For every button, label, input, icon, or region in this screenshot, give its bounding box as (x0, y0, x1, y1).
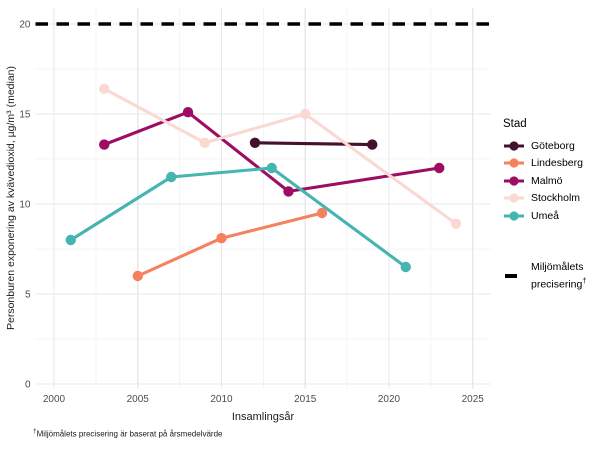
data-point-umea (266, 162, 277, 174)
data-point-malmo (434, 162, 445, 174)
x-axis-title: Insamlingsår (231, 411, 295, 423)
dash-glyph (505, 274, 517, 279)
legend-item-label: Lindesberg (531, 157, 583, 170)
data-point-lindesberg (132, 270, 143, 282)
data-point-stockholm (300, 108, 311, 120)
legend-key-icon-lindesberg (504, 158, 524, 168)
data-point-stockholm (450, 218, 462, 229)
chart-legend: Stad Göteborg Lindesberg Malmö Stockholm Ume… (503, 117, 583, 225)
legend-item-reference-line: Miljömålets precisering† (503, 261, 587, 292)
legend-key-icon-umea (504, 211, 524, 221)
series-line-stockholm (103, 87, 457, 226)
y-tick-label: 15 (19, 110, 31, 121)
series-line-lindesberg (137, 211, 323, 278)
y-tick-label: 5 (25, 290, 31, 301)
legend-item-label: Malmö (531, 174, 563, 187)
data-point-malmo (283, 186, 294, 197)
data-point-malmo (182, 107, 194, 118)
data-point-umea (166, 171, 177, 183)
legend-key-icon-stockholm (504, 193, 524, 203)
y-tick-label: 10 (19, 200, 31, 211)
dashed-line-key-icon (503, 274, 525, 279)
y-tick-label: 0 (25, 380, 31, 391)
x-tick-label: 2005 (127, 394, 150, 405)
data-point-malmo (99, 139, 110, 150)
legend-title: Stad (503, 118, 527, 130)
legend-item-label: Umeå (531, 209, 560, 222)
legend-item-stockholm: Stockholm (503, 190, 583, 208)
reference-line-label: Miljömålets precisering† (531, 261, 587, 292)
data-point-lindesberg (216, 233, 227, 244)
reference-label-dagger: † (582, 276, 587, 285)
data-point-lindesberg (316, 207, 328, 219)
reference-label-line1: Miljömålets (531, 261, 584, 273)
legend-item-label: Stockholm (531, 192, 581, 205)
y-tick-label: 20 (19, 20, 31, 31)
reference-label-line2: precisering (531, 278, 583, 291)
legend-item-malmo: Malmö (503, 172, 583, 190)
footnote-dagger: † (33, 428, 37, 435)
series-line-goteborg (254, 141, 373, 147)
data-point-goteborg (249, 137, 261, 148)
y-axis-title: Personburen exponering av kvävedioxid, µ… (5, 65, 17, 331)
legend-item-label: Göteborg (531, 139, 575, 152)
x-tick-label: 2010 (210, 394, 233, 405)
legend-item-lindesberg: Lindesberg (503, 155, 583, 173)
legend-key-icon-malmo (504, 176, 524, 186)
legend-item-umea: Umeå (503, 207, 583, 225)
data-point-goteborg (367, 139, 378, 150)
chart-footnote: †Miljömålets precisering är baserat på å… (33, 428, 222, 439)
legend-key-icon-goteborg (504, 141, 524, 151)
x-tick-label: 2000 (43, 394, 66, 405)
legend-item-goteborg: Göteborg (503, 137, 583, 155)
x-tick-label: 2020 (378, 394, 401, 405)
footnote-text: Miljömålets precisering är baserat på år… (36, 429, 223, 439)
data-point-stockholm (99, 83, 110, 95)
data-point-stockholm (199, 137, 210, 148)
series-line-umea (69, 166, 407, 269)
x-tick-label: 2015 (294, 394, 317, 405)
x-tick-label: 2025 (462, 394, 485, 405)
series-line-malmo (103, 110, 440, 193)
data-point-umea (400, 261, 411, 273)
data-point-umea (65, 234, 76, 246)
legend-items: Göteborg Lindesberg Malmö Stockholm Umeå (503, 137, 583, 225)
